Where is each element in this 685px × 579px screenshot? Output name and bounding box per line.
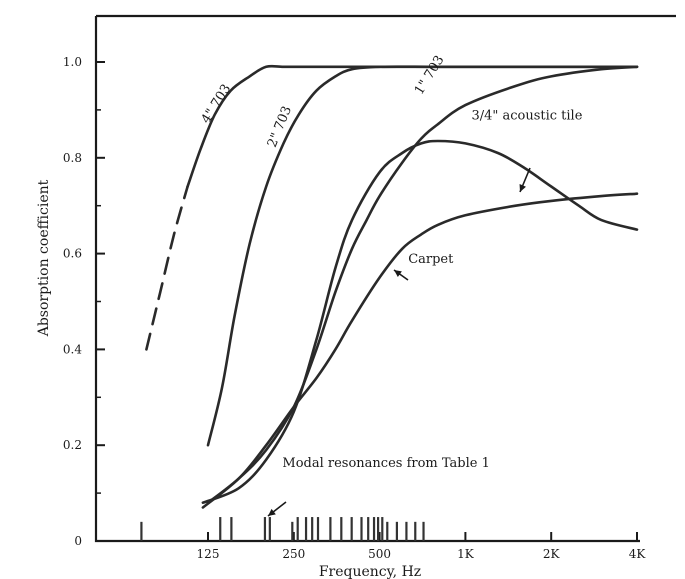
y-tick-label: 0 (74, 534, 82, 548)
annotation-label: 3/4" acoustic tile (471, 108, 582, 123)
x-tick-label: 4K (629, 547, 647, 561)
annotation-label: Carpet (408, 252, 454, 267)
y-tick-label: 1.0 (63, 55, 82, 69)
x-tick-label: 1K (457, 547, 475, 561)
series-line-dashed (145, 185, 189, 351)
axis-ticks: 0 0.2 0.4 0.6 0.8 1.0 125 250 500 1K 2K 4K (63, 55, 646, 561)
annotation-label: 1" 703 (412, 53, 448, 98)
series-line (186, 64, 639, 188)
series-line (201, 139, 639, 504)
x-tick-label: 125 (197, 547, 220, 561)
y-tick-label: 0.6 (63, 247, 82, 261)
modal-resonance-marks (140, 517, 425, 541)
y-tick-label: 0.2 (63, 438, 82, 452)
absorption-curves (145, 64, 639, 509)
series-line (206, 65, 639, 447)
annotation-label: Modal resonances from Table 1 (282, 456, 489, 471)
x-tick-label: 250 (282, 547, 305, 561)
x-axis-title: Frequency, Hz (319, 564, 421, 579)
y-tick-label: 0.4 (63, 342, 82, 356)
annotation-label: 4" 703 (199, 82, 235, 127)
x-tick-label: 500 (368, 547, 391, 561)
carpet-arrow-head (394, 270, 402, 278)
y-axis-title: Absorption coefficient (36, 179, 52, 337)
series-line (201, 192, 639, 509)
x-tick-label: 2K (543, 547, 561, 561)
modal-arrow-head (268, 508, 276, 516)
series-line (206, 65, 639, 504)
y-tick-label: 0.8 (63, 151, 82, 165)
tile-arrow-head (519, 184, 526, 192)
